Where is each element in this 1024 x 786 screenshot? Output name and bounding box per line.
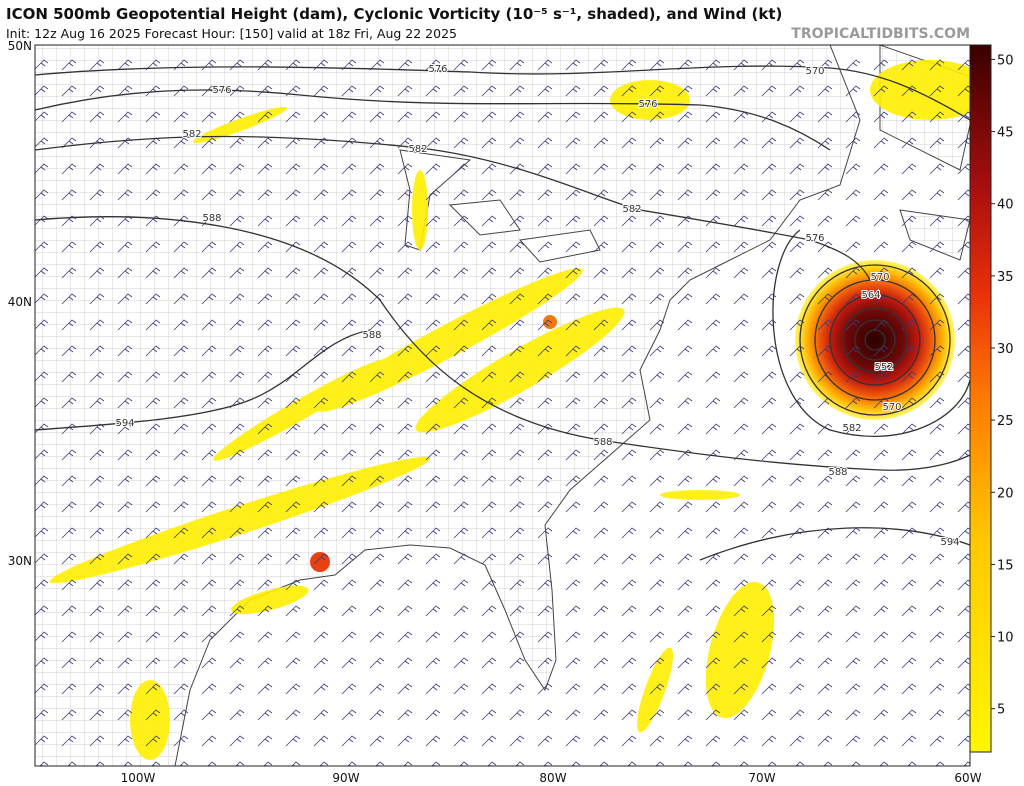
contour-label: 570	[805, 66, 824, 77]
lon-label: 80W	[539, 771, 566, 785]
contour-label: 576	[805, 233, 824, 244]
contour-label: 582	[842, 423, 861, 434]
title: ICON 500mb Geopotential Height (dam), Cy…	[6, 5, 782, 23]
lon-label: 90W	[332, 771, 359, 785]
colorbar-tick-label: 40	[997, 198, 1014, 213]
contour-label: 576	[428, 64, 447, 75]
wind-barbs	[35, 45, 970, 766]
contour-label: 594	[115, 418, 134, 429]
lat-label: 40N	[8, 295, 32, 309]
lat-label: 30N	[8, 554, 32, 568]
contour-label: 552	[874, 362, 893, 373]
lat-label: 50N	[8, 39, 32, 53]
height-contours	[35, 65, 970, 561]
lon-labels: 100W 90W 80W 70W 60W	[121, 771, 982, 785]
colorbar-tick-label: 10	[997, 631, 1014, 646]
contour-label: 570	[870, 272, 889, 283]
colorbar-tick-label: 5	[997, 703, 1005, 718]
site-credit: TROPICALTIDBITS.COM	[791, 26, 970, 42]
colorbar-tick-label: 25	[997, 414, 1014, 429]
colorbar	[969, 44, 992, 753]
contour-label: 594	[940, 537, 959, 548]
contour-label: 582	[622, 204, 641, 215]
subtitle: Init: 12z Aug 16 2025 Forecast Hour: [15…	[6, 26, 457, 41]
contour-label: 588	[362, 330, 381, 341]
map-area: 576 576 576 570 582 582 582 588 576 570 564 588 552 5…	[35, 45, 970, 766]
lon-label: 70W	[748, 771, 775, 785]
colorbar-ticks: 5 10 15 20 25 30 35 40 45 50	[991, 53, 1014, 718]
contour-label: 582	[408, 144, 427, 155]
contour-label: 576	[638, 99, 657, 110]
colorbar-tick-label: 45	[997, 126, 1014, 141]
contour-label: 576	[212, 85, 231, 96]
colorbar-tick-label: 50	[997, 53, 1014, 68]
contour-label: 570	[882, 402, 901, 413]
colorbar-tick-label: 35	[997, 270, 1014, 285]
lat-labels: 50N 40N 30N	[8, 39, 32, 568]
contour-label: 588	[828, 467, 847, 478]
lon-label: 60W	[954, 771, 981, 785]
colorbar-tick-label: 30	[997, 342, 1014, 357]
contour-label: 588	[202, 213, 221, 224]
lon-label: 100W	[121, 771, 156, 785]
contour-label: 564	[861, 290, 880, 301]
colorbar-tick-label: 15	[997, 558, 1014, 573]
contour-label: 588	[593, 437, 612, 448]
contour-labels: 576 576 576 570 582 582 582 588 576 570 564 588 552 5…	[114, 63, 960, 549]
contour-label: 582	[182, 129, 201, 140]
colorbar-tick-label: 20	[997, 486, 1014, 501]
